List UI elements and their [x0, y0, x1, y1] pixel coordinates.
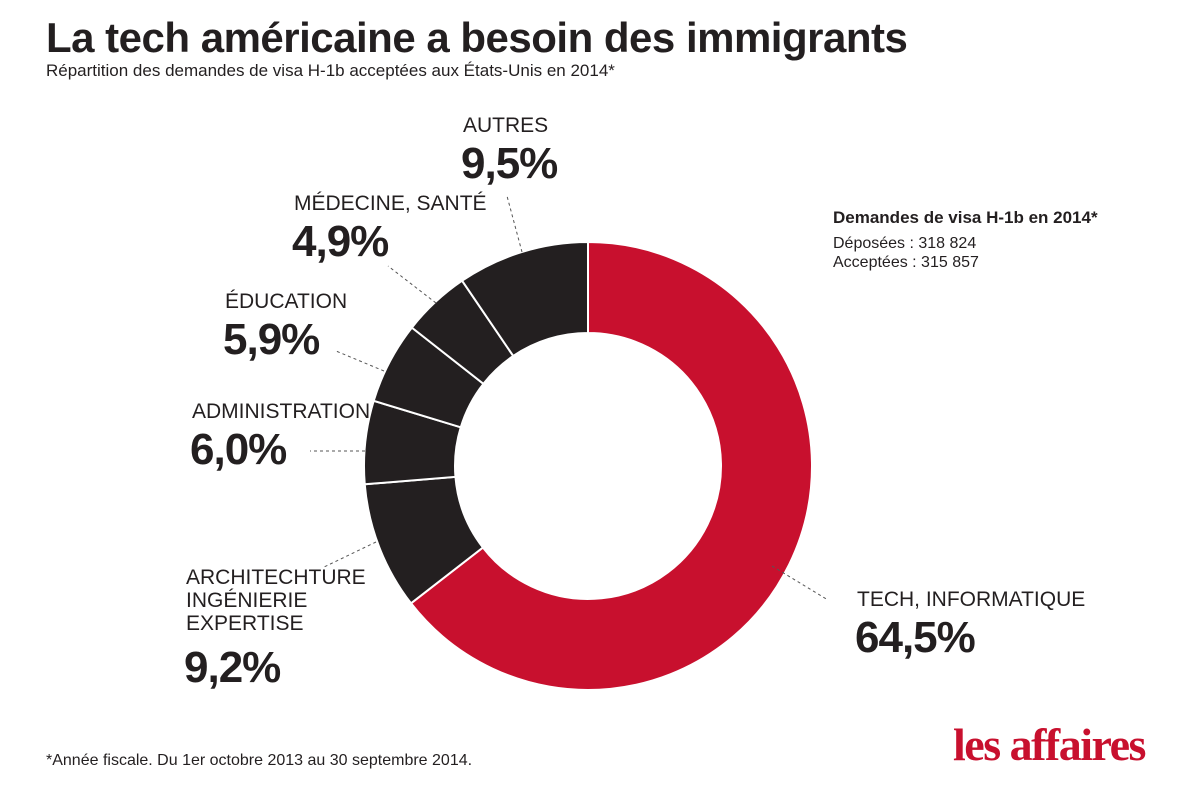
slice-percent-label: 9,5%: [461, 139, 557, 188]
slice-category-label: ADMINISTRATION: [192, 400, 370, 423]
donut-slices: [363, 240, 813, 691]
leader-lines: [310, 195, 829, 601]
les-affaires-logo: les affaires: [953, 719, 1146, 770]
leader-line: [335, 350, 385, 372]
footnote: *Année fiscale. Du 1er octobre 2013 au 3…: [46, 752, 473, 769]
slice-category-label: ARCHITECHTURE: [186, 566, 366, 589]
slice-percent-label: 5,9%: [223, 315, 319, 364]
slice-category-label: TECH, INFORMATIQUE: [857, 588, 1085, 611]
leader-line: [771, 565, 829, 601]
leader-line: [387, 265, 437, 304]
leader-line: [506, 195, 523, 253]
chart-subtitle: Répartition des demandes de visa H-1b ac…: [46, 61, 615, 80]
info-box-deposited: Déposées : 318 824: [833, 235, 977, 252]
slice-category-label: EXPERTISE: [186, 612, 304, 635]
slice-percent-label: 64,5%: [855, 613, 975, 662]
slice-category-label: INGÉNIERIE: [186, 589, 307, 612]
slice-percent-label: 4,9%: [292, 217, 388, 266]
slice-percent-label: 9,2%: [184, 643, 280, 692]
leader-line: [321, 541, 377, 569]
chart-title: La tech américaine a besoin des immigran…: [46, 14, 908, 61]
slice-category-label: ÉDUCATION: [225, 290, 347, 313]
info-box-accepted: Acceptées : 315 857: [833, 254, 979, 271]
slice-category-label: MÉDECINE, SANTÉ: [294, 192, 487, 215]
info-box: Demandes de visa H-1b en 2014* Déposées …: [833, 208, 1098, 272]
info-box-title: Demandes de visa H-1b en 2014*: [833, 208, 1098, 227]
slice-category-label: AUTRES: [463, 114, 548, 137]
slice-percent-label: 6,0%: [190, 425, 286, 474]
donut-slice: [409, 240, 813, 691]
donut-slice: [460, 240, 589, 358]
